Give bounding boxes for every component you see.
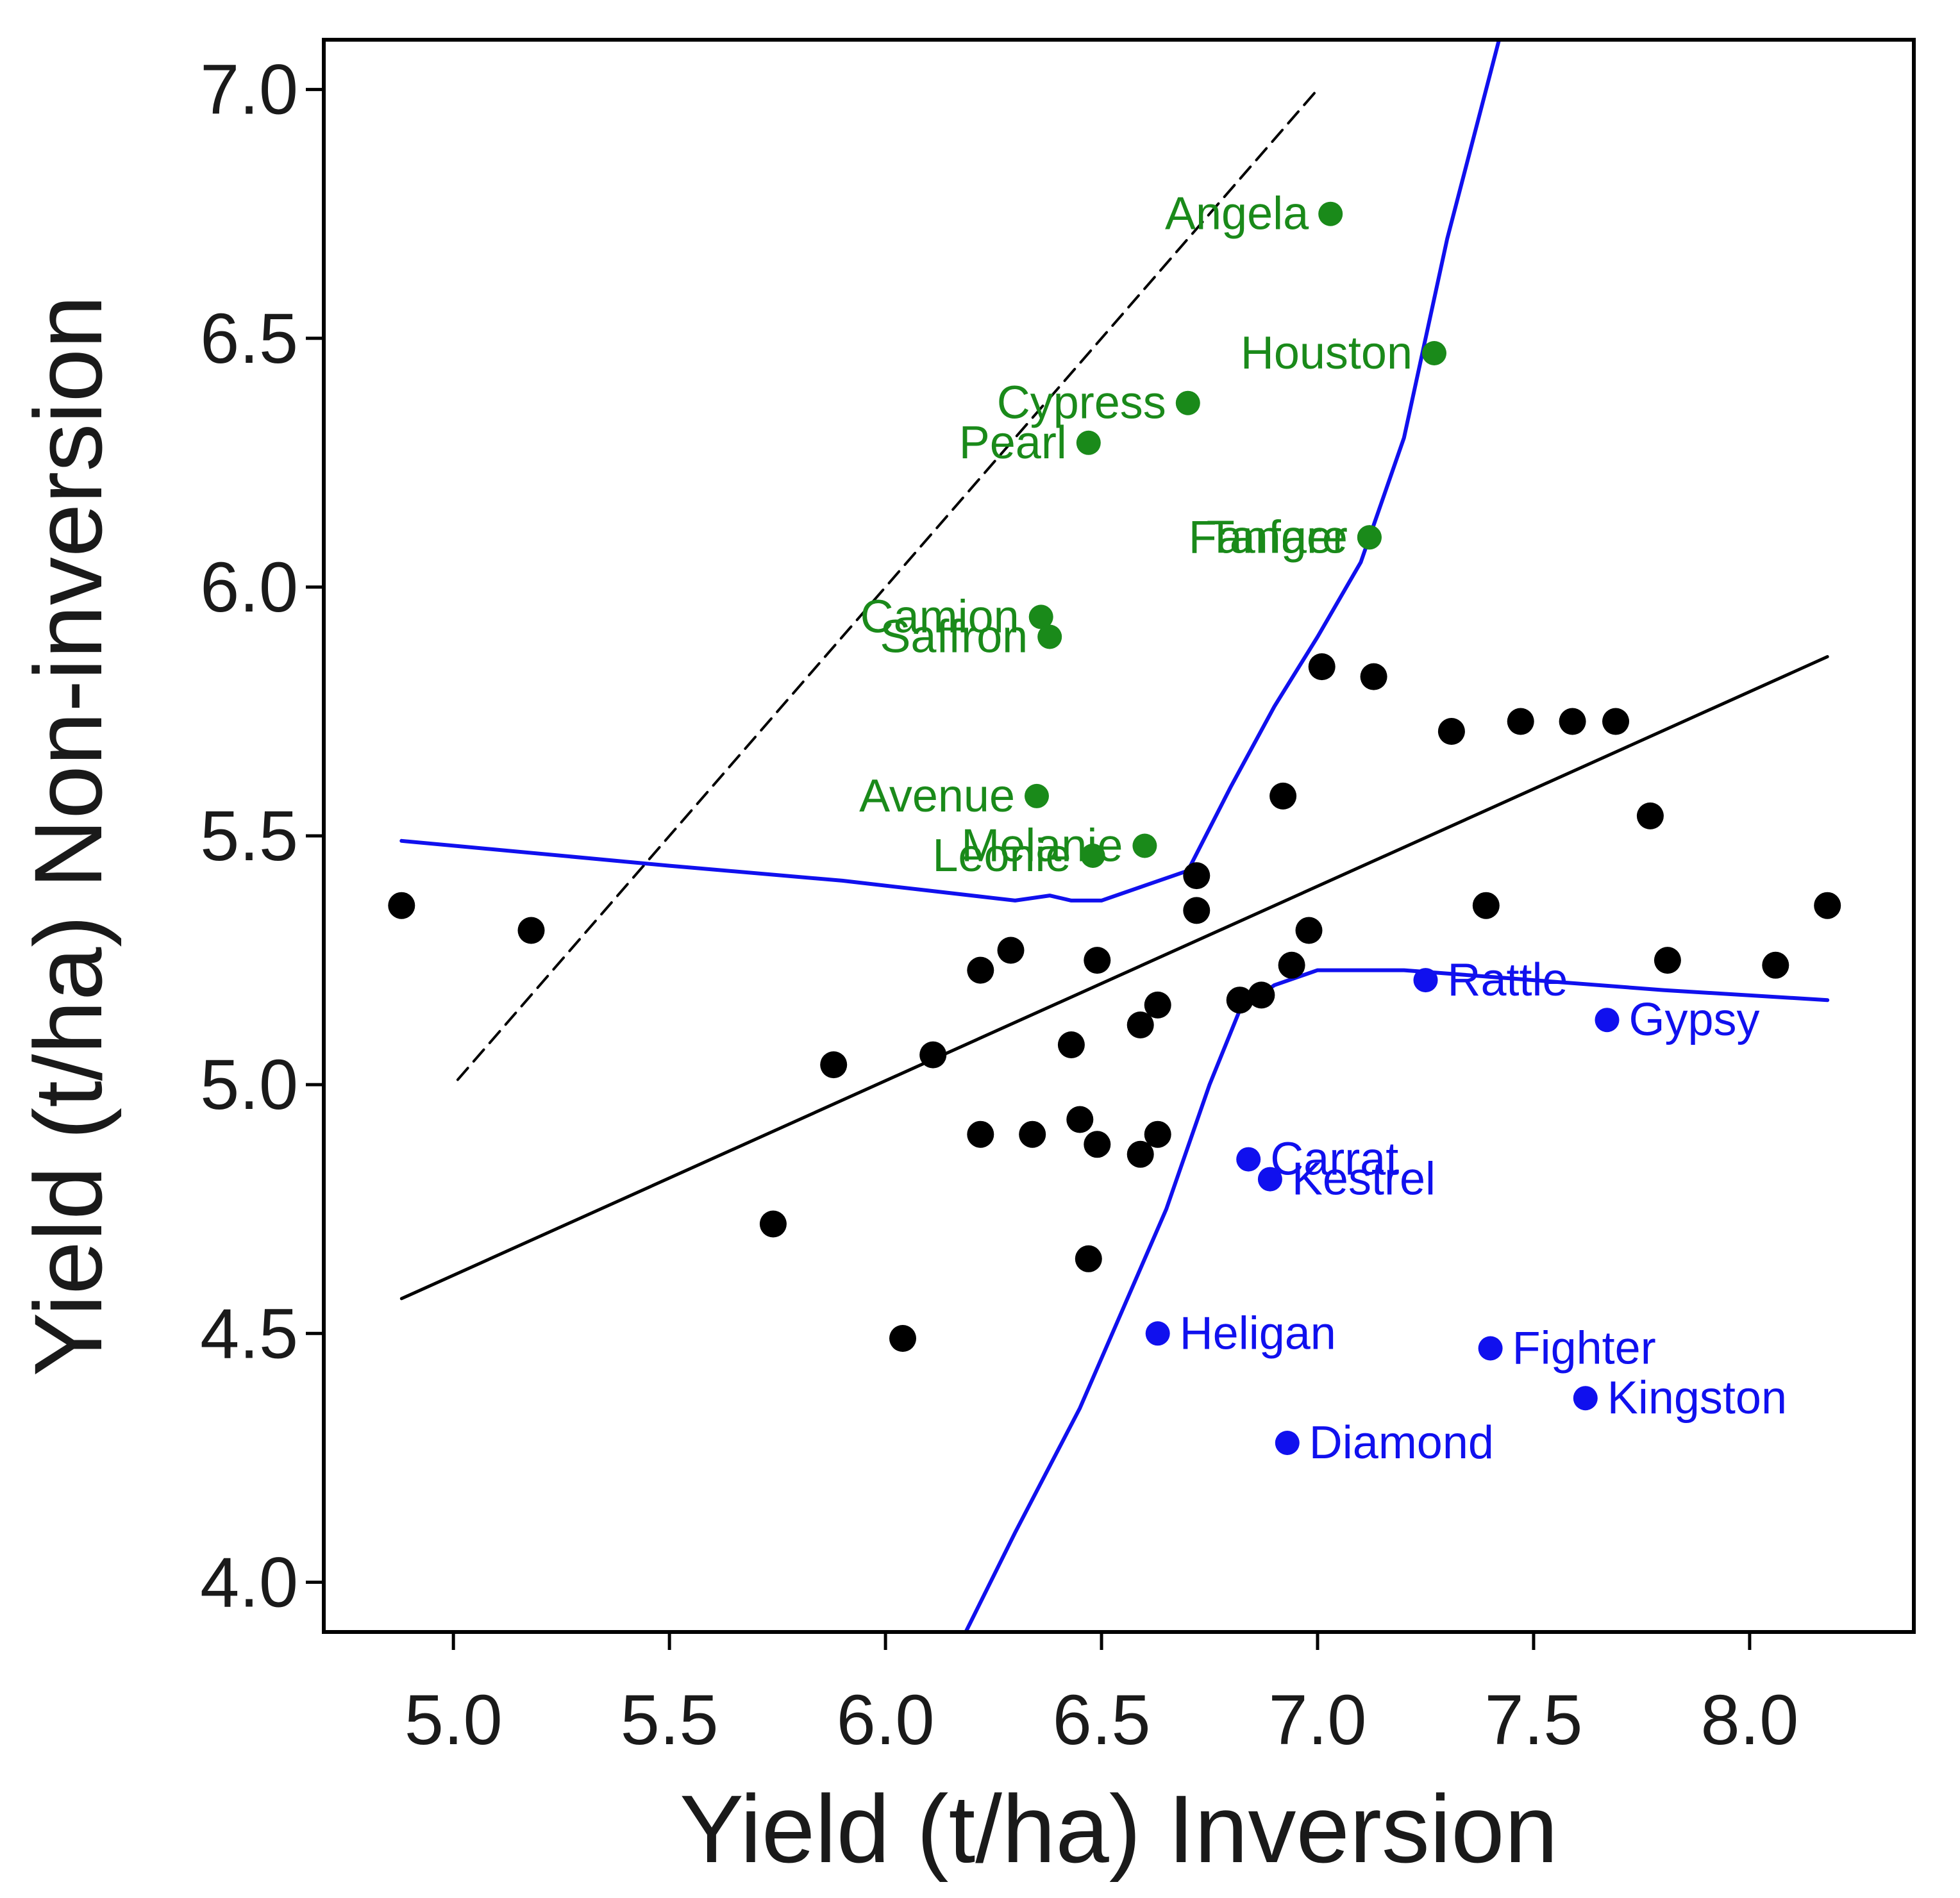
regression-line-line	[399, 655, 1829, 1301]
label-heligan: Heligan	[1180, 1308, 1336, 1359]
label-melanie: Melanie	[961, 820, 1123, 872]
data-point	[1814, 892, 1841, 919]
x-axis: 5.0 5.5 6.0 6.5 7.0 7.5 8.0	[405, 1632, 1798, 1760]
y-tick-label: 6.5	[200, 299, 298, 378]
upper-envelope-line	[399, 40, 1502, 903]
label-avenue: Avenue	[859, 770, 1015, 822]
point-saffron	[1037, 624, 1062, 649]
data-point	[1057, 1031, 1085, 1058]
point-camion	[1028, 604, 1053, 629]
point-houston	[1422, 341, 1446, 365]
x-tick-label: 7.5	[1484, 1681, 1582, 1760]
data-point	[517, 917, 545, 944]
y-tick-label: 4.0	[200, 1543, 298, 1622]
data-point	[1144, 1120, 1171, 1148]
data-point	[997, 937, 1025, 964]
x-tick-label: 5.5	[621, 1681, 719, 1760]
data-point	[1308, 653, 1336, 681]
data-point	[1127, 1011, 1154, 1038]
label-angela: Angela	[1165, 188, 1309, 240]
y-axis-title: Yield (t/ha) Non-inversion	[14, 296, 122, 1377]
data-point	[759, 1210, 787, 1238]
label-houston: Houston	[1241, 328, 1412, 379]
point-gypsy	[1595, 1008, 1620, 1033]
label-pearl: Pearl	[959, 417, 1067, 469]
data-point	[1559, 708, 1586, 735]
data-point	[1084, 1131, 1111, 1158]
label-carrat: Carrat	[1270, 1134, 1398, 1185]
point-rattle	[1413, 968, 1438, 993]
x-tick-label: 7.0	[1269, 1681, 1367, 1760]
data-point	[889, 1325, 916, 1352]
data-point	[1075, 1245, 1102, 1272]
data-point	[1226, 986, 1253, 1014]
x-tick-label: 8.0	[1700, 1681, 1798, 1760]
data-point	[1437, 718, 1465, 745]
data-point	[1183, 897, 1210, 924]
data-point	[1360, 663, 1387, 690]
x-tick-label: 6.0	[837, 1681, 935, 1760]
x-tick-label: 5.0	[405, 1681, 503, 1760]
y-tick-label: 6.0	[200, 548, 298, 627]
data-point	[388, 892, 415, 919]
1-1-line-line	[456, 88, 1319, 1081]
point-diamond	[1275, 1431, 1300, 1455]
data-point	[820, 1051, 848, 1079]
data-point	[1084, 947, 1111, 974]
label-diamond: Diamond	[1309, 1417, 1494, 1469]
point-carrat	[1236, 1147, 1261, 1172]
data-point	[1144, 991, 1171, 1019]
point-angela	[1318, 201, 1343, 226]
point-fighter	[1478, 1336, 1503, 1361]
x-axis-title: Yield (t/ha) Inversion	[680, 1775, 1558, 1883]
data-point	[919, 1041, 947, 1069]
points-layer	[388, 201, 1841, 1455]
data-point	[1248, 981, 1275, 1009]
label-gypsy: Gypsy	[1629, 994, 1760, 1045]
y-tick-label: 7.0	[200, 51, 298, 129]
label-leonie: Leonie	[932, 830, 1071, 881]
point-kingston	[1573, 1386, 1598, 1411]
x-tick-label: 6.5	[1053, 1681, 1151, 1760]
label-tanger: Tanger	[1207, 512, 1348, 563]
y-tick-label: 5.5	[200, 797, 298, 876]
data-point	[1183, 862, 1210, 890]
label-rattle: Rattle	[1448, 954, 1568, 1006]
label-saffron: Saffron	[880, 612, 1028, 663]
data-point	[1636, 802, 1664, 829]
label-camion: Camion	[860, 591, 1019, 642]
data-point	[1278, 951, 1305, 979]
data-point	[1654, 947, 1681, 974]
point-melanie	[1132, 833, 1157, 858]
y-tick-label: 5.0	[200, 1045, 298, 1124]
data-point	[1507, 708, 1534, 735]
data-point	[967, 1120, 994, 1148]
point-cypress	[1175, 390, 1200, 415]
label-cypress: Cypress	[997, 378, 1166, 429]
point-avenue	[1025, 783, 1049, 808]
point-leonie	[1080, 844, 1105, 868]
point-kestrel	[1257, 1167, 1282, 1192]
data-point	[1295, 917, 1323, 944]
data-point	[1019, 1120, 1046, 1148]
data-point	[1762, 951, 1789, 979]
data-point	[1602, 708, 1629, 735]
label-fighter: Fighter	[1512, 1323, 1656, 1374]
data-point	[1127, 1140, 1154, 1168]
label-kestrel: Kestrel	[1292, 1154, 1436, 1205]
data-point	[967, 956, 994, 984]
label-kingston: Kingston	[1607, 1372, 1787, 1424]
data-point	[1472, 892, 1500, 919]
label-fanfare: Fanfare	[1189, 512, 1348, 563]
y-tick-label: 4.5	[200, 1294, 298, 1373]
y-axis: 4.0 4.5 5.0 5.5 6.0 6.5 7.0	[200, 51, 324, 1622]
data-point	[1269, 782, 1297, 810]
point-pearl	[1076, 430, 1101, 455]
data-point	[1066, 1106, 1094, 1133]
point-tanger	[1357, 525, 1382, 550]
point-heligan	[1145, 1321, 1170, 1346]
